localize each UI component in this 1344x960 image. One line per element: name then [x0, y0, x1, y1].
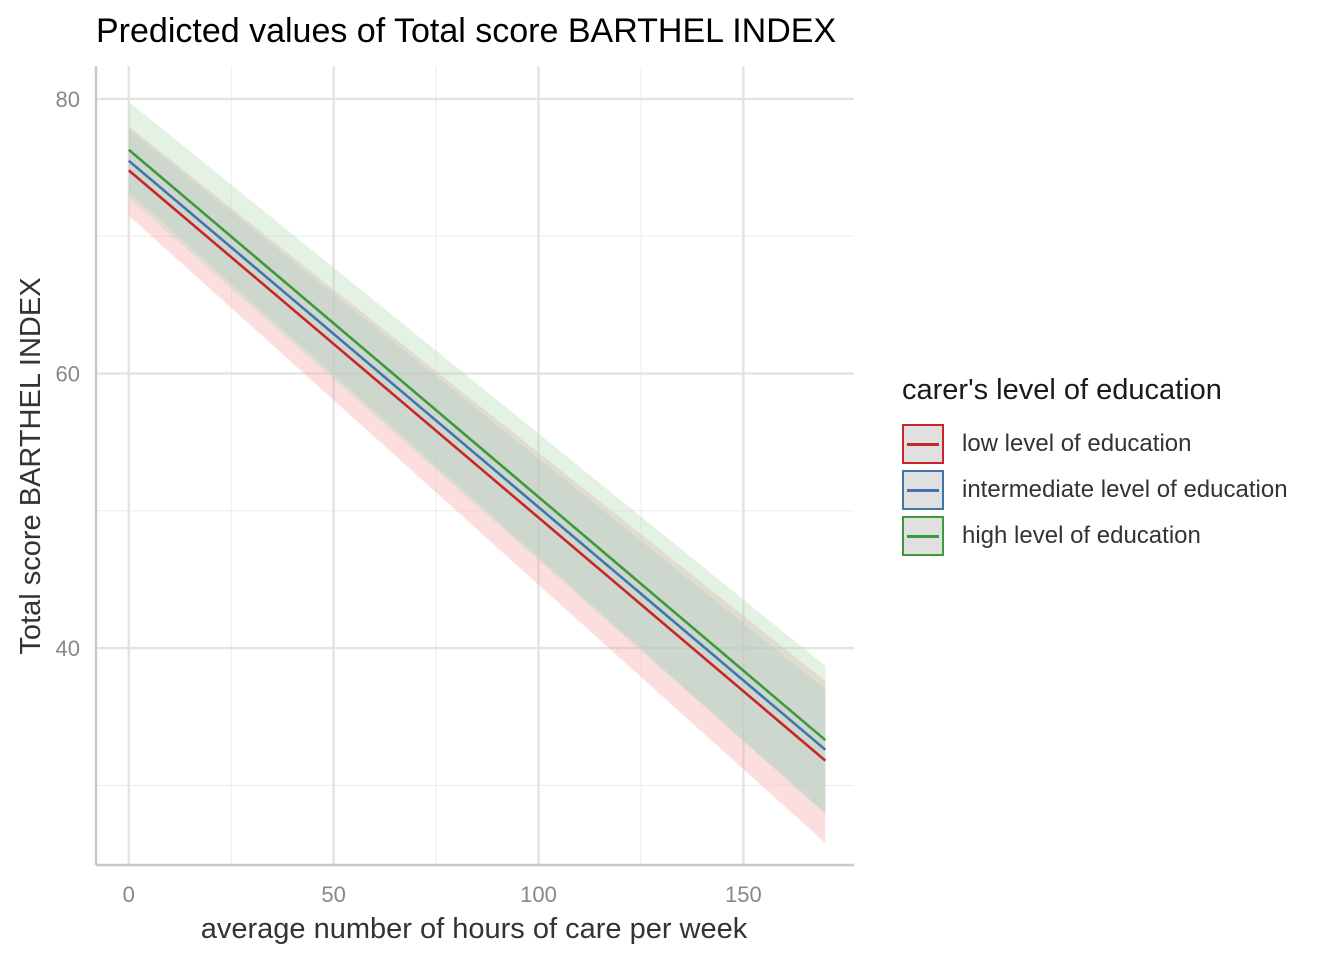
- series-line-3: [127, 148, 827, 742]
- legend-item-1: low level of education: [902, 421, 1288, 467]
- tick-labels: 0 50 100 150 40 60 80: [56, 87, 762, 907]
- legend-title: carer's level of education: [902, 374, 1222, 406]
- x-tick-label: 150: [725, 882, 762, 907]
- legend-items: low level of education intermediate level…: [902, 421, 1288, 559]
- y-tick-label: 60: [56, 362, 80, 387]
- x-tick-label: 100: [520, 882, 557, 907]
- legend-key-line: [907, 489, 939, 492]
- legend-item-2: intermediate level of education: [902, 467, 1288, 513]
- series-line-1: [127, 169, 827, 762]
- axes: [94, 66, 854, 867]
- y-axis-label: Total score BARTHEL INDEX: [15, 277, 47, 654]
- x-axis-label: average number of hours of care per week: [201, 913, 748, 945]
- x-tick-label: 50: [321, 882, 345, 907]
- ci-band-1: [128, 126, 826, 844]
- chart-title: Predicted values of Total score BARTHEL …: [96, 12, 837, 50]
- ci-band-3: [128, 101, 826, 815]
- legend-key: [902, 424, 944, 464]
- legend-key: [902, 516, 944, 556]
- ci-band-2: [128, 129, 826, 813]
- series-line-2: [127, 159, 827, 751]
- grid-lines: [96, 66, 854, 865]
- legend-item-3: high level of education: [902, 513, 1288, 559]
- legend-label: high level of education: [962, 522, 1201, 549]
- legend: carer's level of education low level of …: [902, 374, 1288, 559]
- legend-key: [902, 470, 944, 510]
- y-tick-label: 80: [56, 87, 80, 112]
- legend-label: intermediate level of education: [962, 476, 1288, 503]
- legend-key-line: [907, 443, 939, 446]
- y-tick-label: 40: [56, 636, 80, 661]
- confidence-bands: [128, 101, 826, 844]
- series-lines: [127, 148, 827, 762]
- legend-key-line: [907, 535, 939, 538]
- legend-label: low level of education: [962, 430, 1192, 457]
- x-tick-label: 0: [123, 882, 135, 907]
